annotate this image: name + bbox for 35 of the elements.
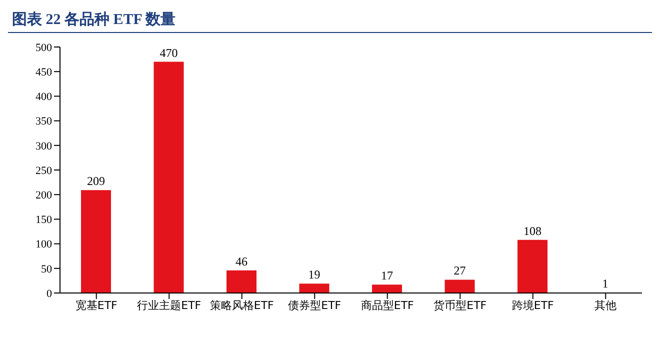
data-label: 209 — [87, 174, 105, 188]
y-tick-label: 50 — [41, 263, 52, 276]
y-tick-label: 100 — [36, 238, 52, 251]
bar — [372, 284, 402, 293]
x-tick-label: 债券型ETF — [288, 298, 342, 312]
y-tick-label: 200 — [36, 190, 52, 202]
x-tick-label: 跨境ETF — [512, 298, 554, 312]
bar — [81, 190, 111, 293]
y-tick-label: 250 — [36, 164, 52, 177]
y-tick-label: 0 — [46, 288, 52, 300]
bar — [444, 280, 475, 293]
data-label: 46 — [236, 254, 248, 268]
data-label: 108 — [524, 224, 542, 238]
y-tick-label: 400 — [36, 91, 52, 104]
bar — [154, 62, 184, 293]
bar — [518, 240, 548, 293]
data-label: 1 — [602, 276, 608, 291]
x-tick-label: 其他 — [594, 298, 617, 312]
y-tick-label: 300 — [36, 140, 52, 152]
x-tick-label: 宽基ETF — [75, 298, 118, 312]
bar — [299, 284, 330, 293]
x-tick-label: 货币型ETF — [434, 298, 487, 312]
x-tick-label: 策略风格ETF — [210, 298, 274, 312]
y-tick-label: 450 — [36, 66, 52, 79]
x-tick-label: 行业主题ETF — [137, 298, 202, 312]
data-label: 19 — [308, 268, 320, 282]
y-tick-label: 350 — [36, 116, 52, 128]
y-tick-label: 150 — [36, 214, 52, 226]
data-label: 27 — [454, 264, 466, 278]
x-tick-label: 商品型ETF — [360, 298, 414, 312]
bar — [226, 270, 256, 293]
chart-title: 图表 22 各品种 ETF 数量 — [8, 8, 652, 33]
data-label: 17 — [381, 268, 393, 283]
y-tick-label: 500 — [36, 42, 52, 54]
data-label: 470 — [160, 46, 178, 60]
